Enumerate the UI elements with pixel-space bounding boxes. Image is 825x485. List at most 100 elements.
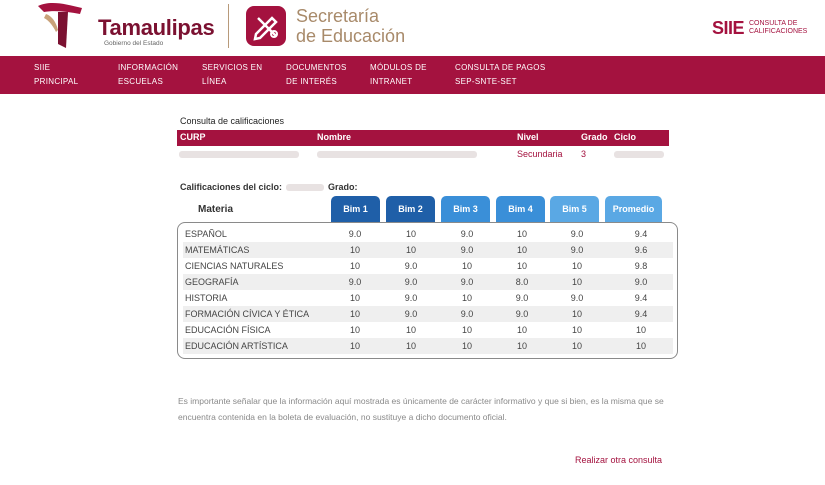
- grade-cell: 10: [516, 341, 527, 351]
- nav-item-line2: LÍNEA: [202, 77, 227, 86]
- grade-cell: 10: [571, 277, 582, 287]
- grades-table: ESPAÑOL 9.0 10 9.0 10 9.0 9.4 MATEMÁTICAS 10 10 9.…: [177, 222, 678, 359]
- nav-item-line1: DOCUMENTOS: [286, 63, 347, 72]
- table-row: CIENCIAS NATURALES 10 9.0 10 10 10 9.8: [183, 258, 673, 274]
- curp-value-redacted: [179, 151, 299, 158]
- nav-item-line1: MÓDULOS DE: [370, 63, 427, 72]
- grade-cell: 9.0: [404, 309, 418, 319]
- grade-cell: 10: [461, 293, 472, 303]
- grade-cell: 9.0: [348, 277, 362, 287]
- nav-item-line2: DE INTERÉS: [286, 77, 338, 86]
- grades-title-suffix: Grado:: [328, 182, 358, 192]
- state-subtitle: Gobierno del Estado: [104, 40, 164, 47]
- nombre-header: Nombre: [317, 132, 352, 142]
- table-row: MATEMÁTICAS 10 10 9.0 10 9.0 9.6: [183, 242, 673, 258]
- grade-cell: 9.0: [348, 229, 362, 239]
- grade-cell: 9.6: [634, 245, 648, 255]
- siie-logo[interactable]: SIIE CONSULTA DE CALIFICACIONES: [712, 18, 812, 40]
- grade-cell: 9.0: [570, 229, 584, 239]
- grade-column-header: Bim 4: [496, 196, 545, 223]
- materia-header: Materia: [198, 204, 234, 215]
- ciclo-redacted: [286, 184, 325, 192]
- nav-item-siie-principal[interactable]: SIIE PRINCIPAL: [34, 61, 78, 89]
- grade-cell: 9.8: [634, 261, 648, 271]
- header-divider: [228, 4, 229, 48]
- grade-cell: 10: [635, 341, 646, 351]
- nav-item-line2: SEP-SNTE-SET: [455, 77, 517, 86]
- grade-cell: 9.4: [634, 309, 648, 319]
- student-info-header: CURP Nombre Nivel Grado Ciclo: [177, 130, 669, 146]
- nav-item-servicios-en-linea[interactable]: SERVICIOS EN LÍNEA: [202, 61, 262, 89]
- grade-cell: 9.0: [404, 277, 418, 287]
- grade-column-header: Bim 2: [386, 196, 435, 223]
- new-query-link[interactable]: Realizar otra consulta: [575, 455, 663, 465]
- grade-cell: 10: [405, 245, 416, 255]
- nav-item-consulta-de-pagos[interactable]: CONSULTA DE PAGOS SEP-SNTE-SET: [455, 61, 545, 89]
- grado-value: 3: [581, 149, 587, 159]
- pencil-cross-icon: [253, 16, 278, 41]
- grade-cell: 10: [349, 245, 360, 255]
- grade-cell: 10: [349, 341, 360, 351]
- subject-name: GEOGRAFÍA: [185, 277, 239, 287]
- grade-cell: 10: [571, 309, 582, 319]
- secretaria-title-line1: Secretaría: [296, 6, 380, 26]
- grade-cell: 9.0: [404, 293, 418, 303]
- nivel-value: Secundaria: [517, 149, 563, 159]
- subject-name: ESPAÑOL: [185, 229, 227, 239]
- grade-column-header: Bim 1: [331, 196, 380, 223]
- nav-item-line2: INTRANET: [370, 77, 413, 86]
- ciclo-value-redacted: [614, 151, 664, 158]
- nombre-value-redacted: [317, 151, 477, 158]
- grade-cell: 10: [405, 229, 416, 239]
- nav-item-line1: SERVICIOS EN: [202, 63, 263, 72]
- nav-item-informacion-escuelas[interactable]: INFORMACIÓN ESCUELAS: [118, 61, 178, 89]
- nav-item-line2: ESCUELAS: [118, 77, 164, 86]
- grade-cell: 10: [516, 245, 527, 255]
- page-title: Consulta de calificaciones: [180, 116, 285, 126]
- state-name: Tamaulipas: [98, 15, 215, 40]
- grade-cell: 9.0: [460, 245, 474, 255]
- curp-header: CURP: [180, 132, 206, 142]
- secretaria-badge: [246, 6, 286, 46]
- grade-cell: 9.0: [460, 309, 474, 319]
- header: Tamaulipas Gobierno del Estado Secretarí…: [0, 0, 825, 56]
- grade-cell: 10: [461, 341, 472, 351]
- grade-cell: 10: [571, 325, 582, 335]
- grade-cell: 9.0: [404, 261, 418, 271]
- grade-cell: 10: [349, 293, 360, 303]
- grade-cell: 10: [516, 261, 527, 271]
- grade-cell: 9.0: [570, 293, 584, 303]
- nav-item-documentos-de-interes[interactable]: DOCUMENTOS DE INTERÉS: [286, 61, 347, 89]
- tamaulipas-logo[interactable]: Tamaulipas Gobierno del Estado: [36, 2, 221, 50]
- table-row: GEOGRAFÍA 9.0 9.0 9.0 8.0 10 9.0: [183, 274, 673, 290]
- grade-cell: 10: [461, 325, 472, 335]
- grade-cell: 9.0: [634, 277, 648, 287]
- grade-cell: 10: [349, 309, 360, 319]
- grade-cell: 10: [571, 261, 582, 271]
- grade-cell: 9.0: [460, 229, 474, 239]
- grade-cell: 10: [571, 341, 582, 351]
- grade-cell: 9.4: [634, 293, 648, 303]
- siie-logo-text: SIIE: [712, 18, 745, 38]
- table-row: EDUCACIÓN ARTÍSTICA 10 10 10 10 10 10: [183, 338, 673, 354]
- disclaimer-note: Es importante señalar que la información…: [178, 396, 664, 422]
- grade-cell: 10: [405, 341, 416, 351]
- subject-name: CIENCIAS NATURALES: [185, 261, 284, 271]
- subject-name: EDUCACIÓN FÍSICA: [185, 325, 271, 335]
- subject-name: MATEMÁTICAS: [185, 245, 250, 255]
- table-row: EDUCACIÓN FÍSICA 10 10 10 10 10 10: [183, 322, 673, 338]
- secretaria-logo[interactable]: Secretaría de Educación: [246, 6, 416, 50]
- secretaria-title-line2: de Educación: [296, 26, 406, 46]
- grades-title-prefix: Calificaciones del ciclo:: [180, 182, 283, 192]
- table-row: ESPAÑOL 9.0 10 9.0 10 9.0 9.4: [183, 226, 673, 242]
- grade-cell: 9.0: [515, 309, 529, 319]
- nav-item-line1: SIIE: [34, 63, 51, 72]
- student-info-row: Secundaria 3: [177, 148, 669, 162]
- main-nav: SIIE PRINCIPAL INFORMACIÓN ESCUELAS SERV…: [0, 56, 825, 94]
- grades-title: Calificaciones del ciclo: Grado:: [180, 182, 358, 192]
- grade-cell: 10: [405, 325, 416, 335]
- subject-name: HISTORIA: [185, 293, 228, 303]
- nav-item-modulos-de-intranet[interactable]: MÓDULOS DE INTRANET: [370, 61, 427, 89]
- grade-cell: 10: [349, 261, 360, 271]
- grade-cell: 9.0: [460, 277, 474, 287]
